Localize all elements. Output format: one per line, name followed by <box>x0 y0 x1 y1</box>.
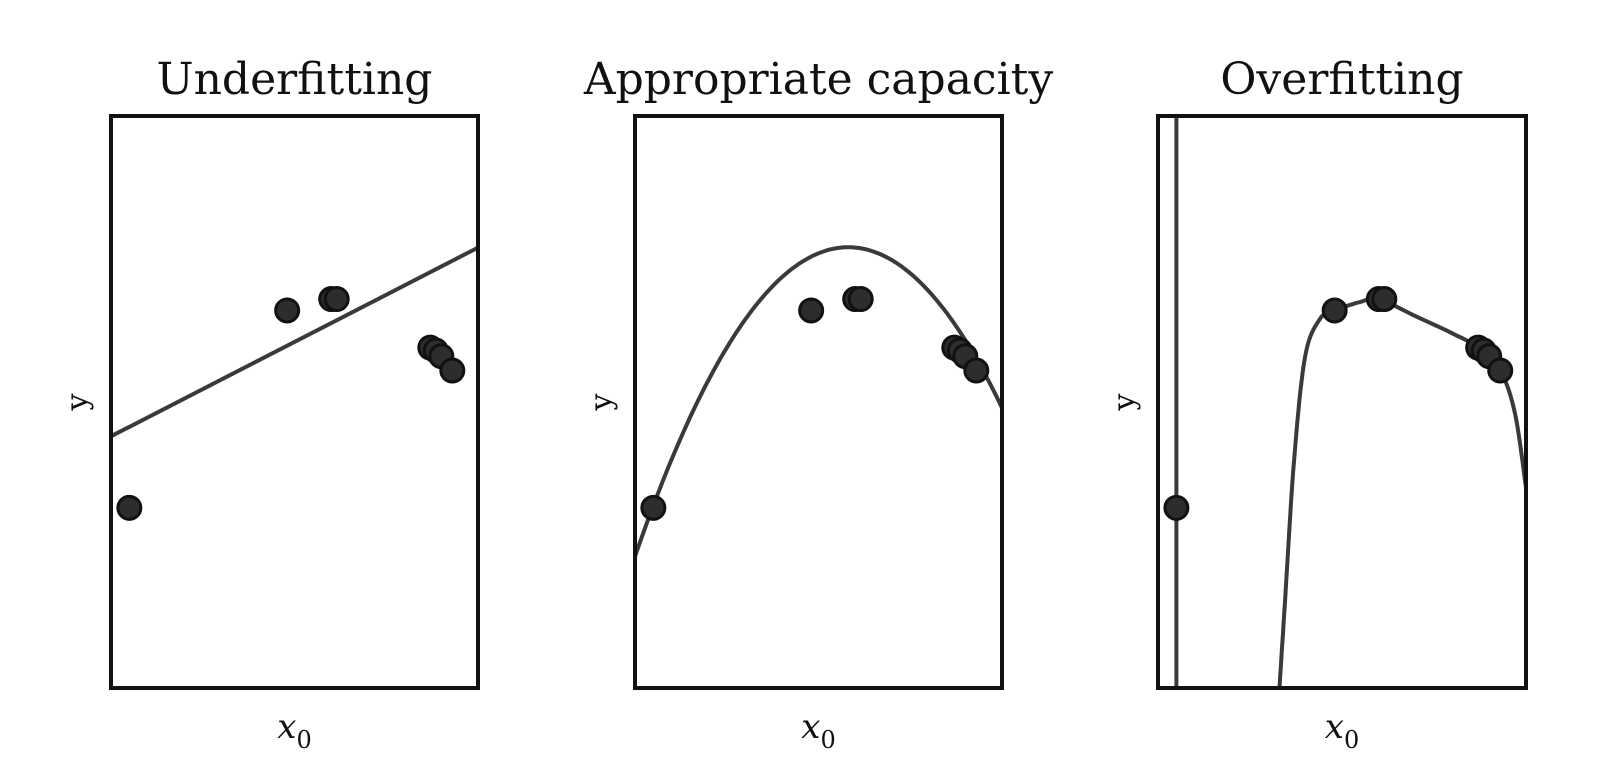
x-axis-label: x0 <box>801 707 835 754</box>
data-point-2 <box>798 297 825 324</box>
fit-curve <box>635 245 1002 558</box>
data-point-8 <box>1487 357 1514 384</box>
y-axis-label: y <box>1107 393 1142 411</box>
y-axis-label: y <box>60 393 95 411</box>
panel-title: Overfitting <box>1220 54 1463 105</box>
data-point-2 <box>274 297 301 324</box>
data-point-8 <box>439 357 466 384</box>
x-axis-label: x0 <box>277 707 311 754</box>
panel-title: Underfitting <box>157 54 433 105</box>
data-point-8 <box>963 357 990 384</box>
data-point-1 <box>640 494 667 521</box>
fit-curve-group <box>635 245 1002 558</box>
fit-curve-group <box>1174 116 1526 688</box>
data-point-1 <box>1163 494 1190 521</box>
panel-3: Overfitting y x0 <box>1107 54 1528 754</box>
panel-2: Appropriate capacity y x0 <box>583 54 1054 754</box>
plot-frame <box>109 114 480 690</box>
panel-title: Appropriate capacity <box>583 54 1054 105</box>
x-axis-label: x0 <box>1325 707 1359 754</box>
panel-1: Underfitting y x0 <box>60 54 480 754</box>
data-point-4 <box>847 286 874 313</box>
y-axis-label: y <box>584 393 619 411</box>
data-point-2 <box>1321 297 1348 324</box>
fit-curve-group <box>111 245 478 439</box>
plot-frame <box>1156 114 1528 690</box>
data-point-4 <box>1371 286 1398 313</box>
data-point-4 <box>323 286 350 313</box>
data-point-1 <box>116 494 143 521</box>
fit-line <box>111 245 478 439</box>
plot-frame <box>633 114 1004 690</box>
